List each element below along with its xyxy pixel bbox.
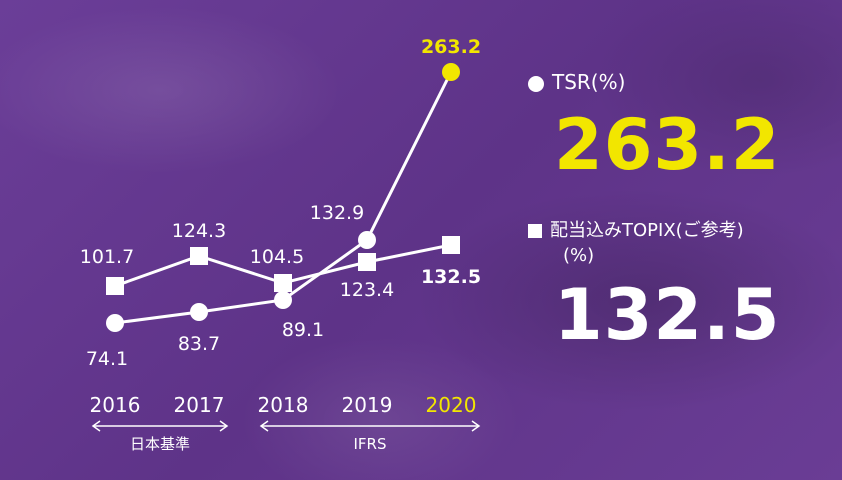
year-label: 2017 [174, 393, 225, 417]
topix-value: 132.5 [554, 274, 781, 356]
tsr-point [274, 291, 292, 309]
topix-point [190, 247, 208, 265]
tsr-data-label: 132.9 [310, 202, 364, 224]
topix-data-label: 132.5 [421, 266, 481, 288]
year-label: 2020 [426, 393, 477, 417]
topix-data-label: 104.5 [250, 246, 304, 268]
topix-data-label: 101.7 [80, 246, 134, 268]
tsr-data-label: 89.1 [282, 319, 324, 341]
year-label: 2019 [342, 393, 393, 417]
arrow-left-icon [91, 420, 101, 432]
tsr-point [190, 303, 208, 321]
tsr-value: 263.2 [554, 104, 781, 186]
topix-point [274, 274, 292, 292]
topix-data-label: 123.4 [340, 279, 394, 301]
legend-topix-unit: (%) [563, 245, 595, 266]
tsr-data-label: 74.1 [86, 348, 128, 370]
tsr-point [106, 314, 124, 332]
tsr-point [358, 231, 376, 249]
basis-label: IFRS [354, 435, 387, 453]
arrow-left-icon [259, 420, 269, 432]
legend-tsr: TSR(%) [528, 70, 625, 94]
tsr-data-label: 83.7 [178, 333, 220, 355]
tsr-data-label: 263.2 [421, 36, 481, 58]
legend-topix-label: 配当込みTOPIX(ご参考) [550, 220, 744, 241]
arrow-right-icon [219, 420, 229, 432]
topix-data-label: 124.3 [172, 220, 226, 242]
topix-point [106, 277, 124, 295]
square-marker-icon [528, 224, 542, 238]
circle-marker-icon [528, 75, 544, 92]
arrow-right-icon [471, 420, 481, 432]
legend-tsr-label: TSR(%) [552, 70, 626, 94]
topix-point [442, 236, 460, 254]
topix-point [358, 253, 376, 271]
tsr-point [442, 63, 460, 81]
basis-label: 日本基準 [130, 435, 190, 453]
legend-topix: 配当込みTOPIX(ご参考) [528, 216, 744, 242]
year-label: 2018 [258, 393, 309, 417]
year-label: 2016 [90, 393, 141, 417]
